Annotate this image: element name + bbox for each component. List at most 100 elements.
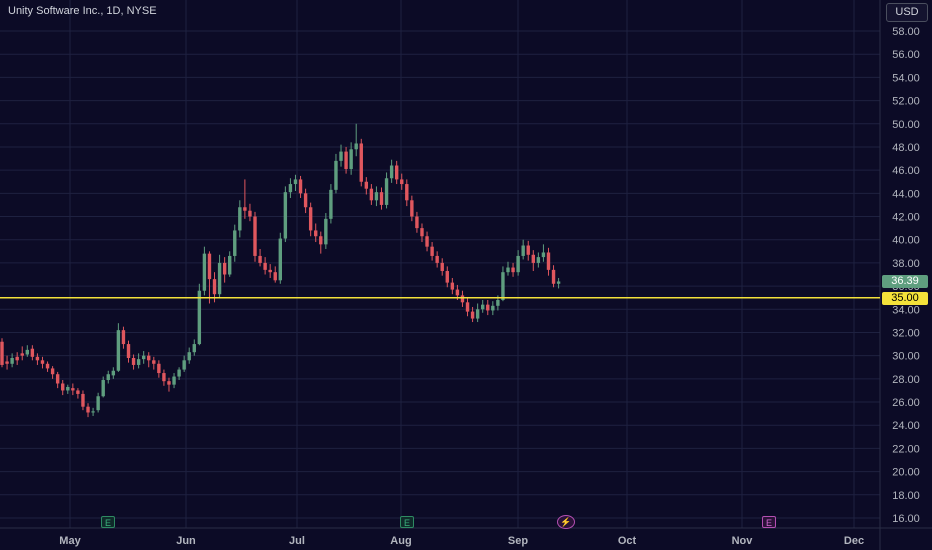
candle — [50, 366, 55, 379]
candle — [430, 242, 434, 261]
price-axis[interactable]: 16.00 18.00 20.00 22.00 24.00 26.00 28.00 30.00… — [892, 26, 920, 525]
candle-body — [329, 189, 333, 219]
candle — [273, 266, 277, 283]
candle — [25, 345, 29, 357]
candle-body — [400, 179, 404, 185]
candle — [167, 377, 171, 392]
candle — [126, 340, 131, 363]
candle — [182, 355, 186, 372]
candle — [283, 186, 288, 243]
candle — [197, 283, 202, 346]
price-tick-label: 52.00 — [892, 96, 920, 108]
candle-body — [435, 255, 439, 263]
price-tick-label: 32.00 — [892, 327, 920, 339]
candle-body — [40, 360, 45, 364]
candle-body — [243, 207, 247, 211]
candle-body — [0, 341, 4, 365]
candle — [192, 339, 196, 356]
candle-body — [233, 230, 237, 256]
candle-body — [536, 257, 541, 263]
candle — [501, 266, 505, 302]
candle-body — [101, 380, 105, 397]
candle-body — [192, 344, 196, 353]
candle-body — [415, 216, 419, 229]
candle-body — [15, 356, 19, 361]
price-tick-label: 20.00 — [892, 467, 920, 479]
earnings-nov-marker[interactable]: E — [762, 516, 776, 528]
candle-body — [212, 279, 217, 295]
candle-body — [187, 352, 191, 361]
candle — [475, 303, 480, 323]
candle — [233, 224, 237, 262]
earnings-aug-marker[interactable]: E — [400, 516, 414, 528]
candle-body — [121, 330, 126, 345]
candle — [71, 383, 75, 396]
price-tick-label: 44.00 — [892, 188, 920, 200]
candle — [10, 353, 14, 368]
candle-body — [491, 305, 495, 311]
current-price-label: 36.39 — [882, 274, 928, 288]
candle-body — [324, 218, 328, 245]
candle — [66, 384, 70, 394]
candle-body — [76, 390, 80, 394]
candle — [349, 142, 353, 175]
candle — [298, 175, 303, 198]
candle — [243, 179, 247, 219]
candle — [121, 326, 126, 349]
time-axis[interactable]: May Jun Jul Aug Sep Oct Nov Dec — [59, 535, 864, 547]
candle-body — [222, 262, 227, 275]
candle-body — [511, 267, 515, 273]
candle-body — [445, 271, 449, 283]
candle-body — [349, 149, 353, 169]
candle — [187, 347, 191, 364]
candle-body — [111, 370, 116, 376]
price-tick-label: 54.00 — [892, 72, 920, 84]
candle-body — [35, 356, 40, 361]
candle-body — [405, 184, 409, 201]
candle-body — [136, 359, 141, 365]
candle — [258, 248, 262, 267]
candle-body — [30, 348, 35, 357]
candle — [329, 184, 333, 224]
time-tick-label: Dec — [844, 535, 864, 547]
candle-series — [0, 123, 561, 418]
candle — [141, 351, 146, 364]
candle — [460, 290, 465, 307]
candle — [440, 258, 444, 276]
candle — [288, 178, 293, 198]
price-tick-label: 58.00 — [892, 26, 920, 38]
candle-body — [50, 368, 55, 375]
candle — [86, 403, 90, 418]
price-tick-label: 42.00 — [892, 212, 920, 224]
earnings-may-marker[interactable]: E — [101, 516, 115, 528]
candle — [293, 174, 298, 192]
candle — [415, 211, 419, 233]
time-tick-label: Sep — [508, 535, 528, 547]
time-tick-label: Jul — [289, 535, 305, 547]
candle-body — [81, 393, 85, 407]
price-tick-label: 22.00 — [892, 443, 920, 455]
candle-body — [25, 349, 29, 355]
candle-body — [526, 245, 530, 255]
currency-button[interactable]: USD — [886, 3, 928, 22]
candle — [369, 184, 374, 205]
candle — [481, 300, 485, 313]
candle-body — [298, 179, 303, 194]
candle — [0, 338, 4, 368]
candle-body — [177, 369, 181, 377]
candle-body — [167, 381, 171, 385]
candle-body — [20, 353, 24, 356]
candle-body — [546, 252, 551, 270]
candle — [506, 261, 510, 276]
candle — [111, 367, 116, 379]
candle — [5, 355, 9, 370]
candle-body — [496, 300, 500, 306]
price-tick-label: 28.00 — [892, 374, 920, 386]
candle — [526, 240, 530, 261]
candle-body — [354, 143, 358, 150]
candle — [445, 266, 449, 288]
candle-body — [425, 236, 429, 247]
dividend-sep-marker[interactable]: ⚡ — [557, 515, 575, 529]
candle-body — [379, 192, 384, 205]
